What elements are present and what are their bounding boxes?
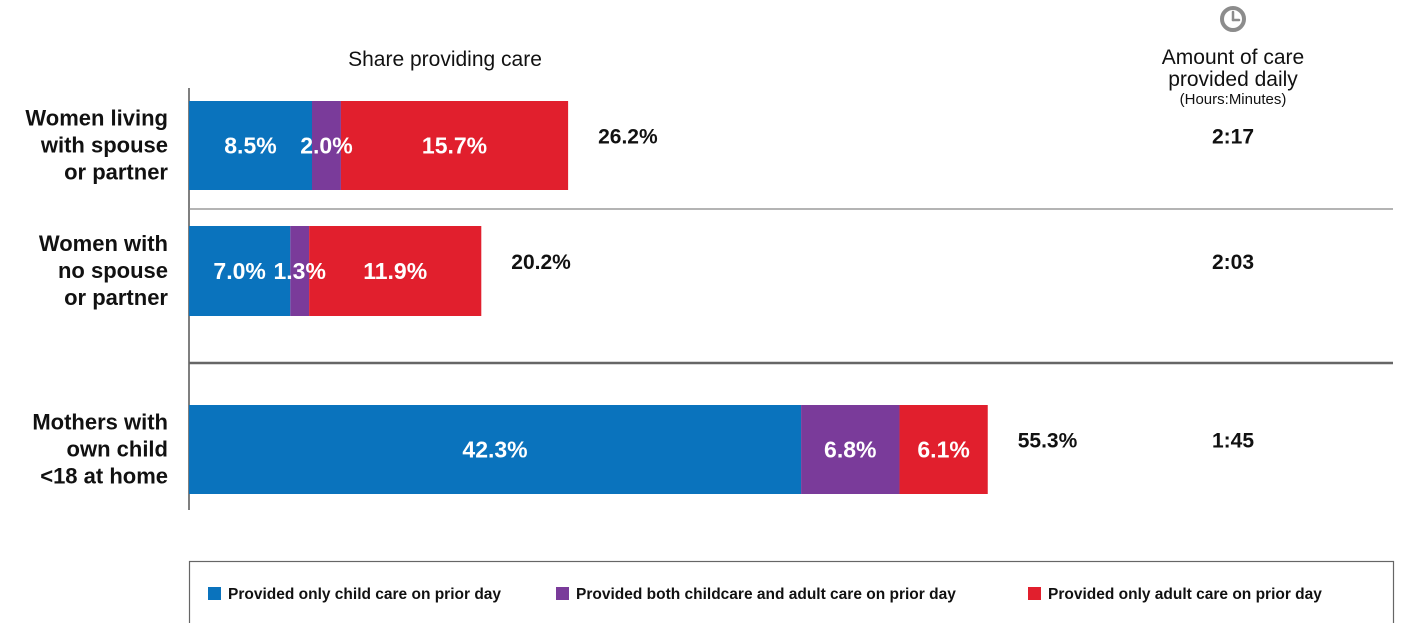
category-label: or partner [64, 160, 168, 185]
bar-value-label: 6.8% [824, 437, 876, 463]
bar-value-label: 7.0% [213, 258, 265, 284]
bar-segment [189, 405, 802, 494]
total-label: 26.2% [598, 126, 658, 149]
bar-value-label: 2.0% [300, 133, 352, 159]
bar-segment [290, 226, 310, 316]
category-label: Women living [25, 106, 168, 131]
category-label: no spouse [58, 258, 168, 283]
legend-label: Provided both childcare and adult care o… [576, 586, 956, 603]
daily-amount-label: 2:03 [1212, 251, 1254, 274]
legend-label: Provided only child care on prior day [228, 586, 501, 603]
bar-segment [189, 101, 312, 190]
amount-units: (Hours:Minutes) [1180, 91, 1287, 108]
category-label: <18 at home [40, 464, 168, 489]
clock-icon [1220, 6, 1246, 32]
daily-amount-label: 1:45 [1212, 430, 1254, 453]
bar-segment [801, 405, 900, 494]
legend-swatch [208, 587, 221, 600]
bar-value-label: 6.1% [917, 437, 969, 463]
legend-items: Provided only child care on prior day Pro… [208, 586, 1322, 603]
share-title: Share providing care [348, 48, 542, 71]
amount-title-line1: Amount of care [1162, 46, 1304, 69]
bar-segment [340, 101, 569, 190]
amount-title-line2: provided daily [1168, 68, 1298, 91]
total-label: 55.3% [1018, 430, 1078, 453]
bar-segment [899, 405, 988, 494]
bar-value-label: 15.7% [422, 133, 487, 159]
bar-value-label: 11.9% [363, 258, 427, 284]
category-label: Mothers with [32, 410, 168, 435]
legend: Provided only child care on prior day Pro… [188, 560, 1395, 627]
legend-swatch [556, 587, 569, 600]
category-label: Women with [39, 231, 168, 256]
daily-amount-label: 2:17 [1212, 126, 1254, 149]
legend-swatch [1028, 587, 1041, 600]
legend-label: Provided only adult care on prior day [1048, 586, 1322, 603]
bar-value-label: 42.3% [462, 437, 527, 463]
category-label: own child [67, 437, 168, 462]
total-label: 20.2% [511, 251, 571, 274]
bar-segment [311, 101, 341, 190]
bar-segment [189, 226, 291, 316]
bars-layer [189, 101, 988, 494]
category-label: or partner [64, 285, 168, 310]
category-label: with spouse [40, 133, 168, 158]
bar-value-label: 1.3% [273, 258, 325, 284]
bar-segment [309, 226, 482, 316]
bar-value-label: 8.5% [224, 133, 276, 159]
